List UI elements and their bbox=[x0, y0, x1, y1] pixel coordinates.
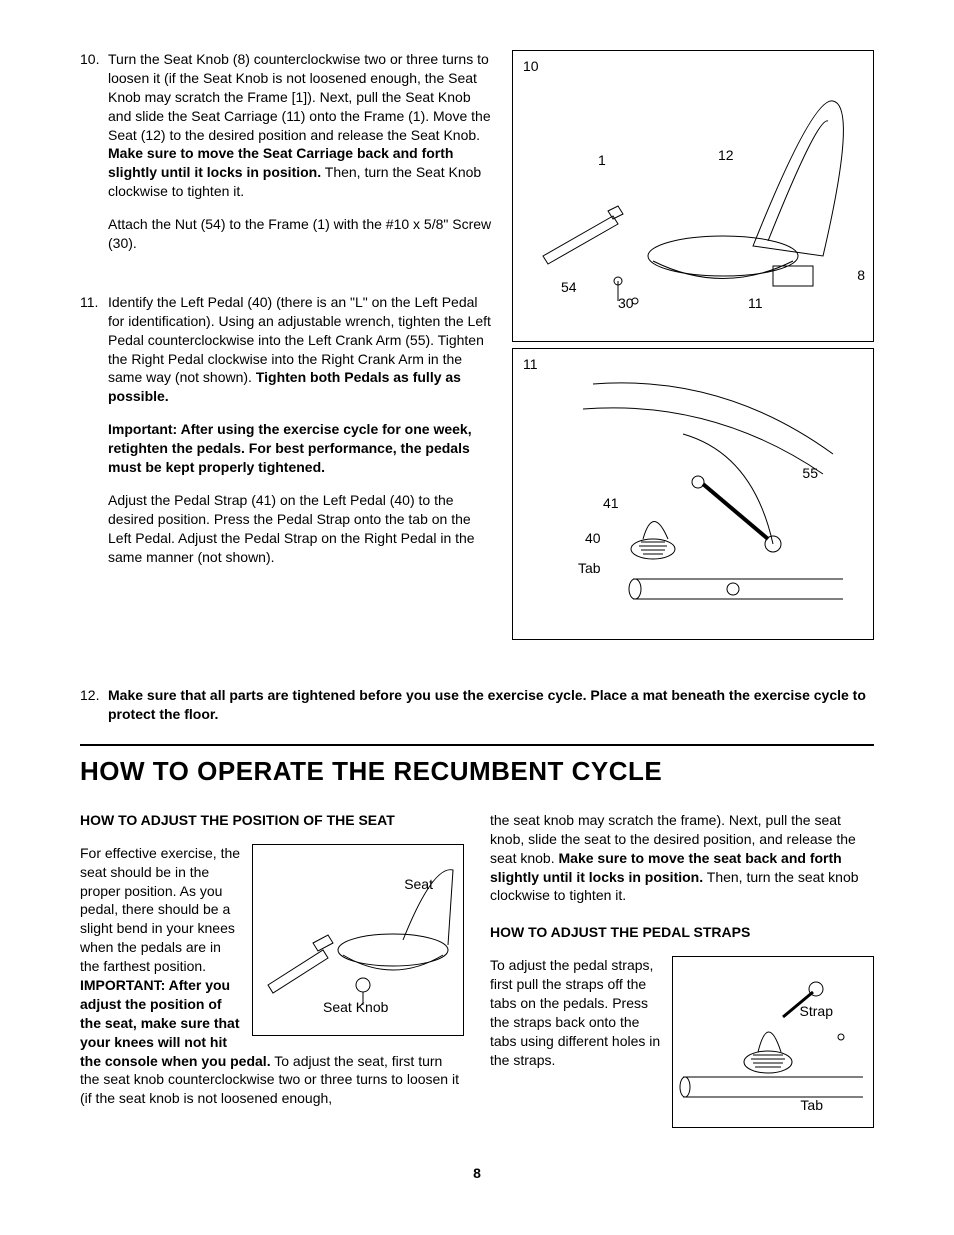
callout-55: 55 bbox=[802, 464, 818, 483]
step-number: 10. bbox=[80, 50, 108, 253]
callout-11: 11 bbox=[748, 294, 763, 313]
paragraph: Identify the Left Pedal (40) (there is a… bbox=[108, 293, 492, 406]
step-11: 11. Identify the Left Pedal (40) (there … bbox=[80, 293, 492, 567]
callout-tab: Tab bbox=[578, 559, 601, 578]
paragraph: Turn the Seat Knob (8) counterclockwise … bbox=[108, 50, 492, 201]
label-seat: Seat bbox=[404, 875, 433, 894]
page-number: 8 bbox=[80, 1164, 874, 1183]
callout-8: 8 bbox=[857, 266, 865, 285]
figure-11: 11 bbox=[512, 348, 874, 640]
step-number: 12. bbox=[80, 686, 108, 724]
label-strap: Strap bbox=[800, 1002, 833, 1021]
figure-number: 11 bbox=[523, 355, 538, 374]
figure-11-drawing bbox=[523, 359, 863, 629]
paragraph: Adjust the Pedal Strap (41) on the Left … bbox=[108, 491, 492, 567]
callout-30: 30 bbox=[618, 294, 634, 313]
callout-40: 40 bbox=[585, 529, 601, 548]
callout-12: 12 bbox=[718, 146, 734, 165]
step-number: 11. bbox=[80, 293, 108, 567]
step-12: 12. Make sure that all parts are tighten… bbox=[80, 686, 874, 724]
figure-number: 10 bbox=[523, 57, 539, 76]
paragraph: Make sure that all parts are tightened b… bbox=[108, 686, 874, 724]
paragraph: the seat knob may scratch the frame). Ne… bbox=[490, 811, 874, 905]
subheading-straps: HOW TO ADJUST THE PEDAL STRAPS bbox=[490, 923, 874, 942]
figure-seat: Seat Seat Knob bbox=[252, 844, 464, 1036]
figure-strap: Strap Tab bbox=[672, 956, 874, 1128]
callout-54: 54 bbox=[561, 278, 577, 297]
paragraph: Attach the Nut (54) to the Frame (1) wit… bbox=[108, 215, 492, 253]
figure-10: 10 1 bbox=[512, 50, 874, 342]
section-heading: HOW TO OPERATE THE RECUMBENT CYCLE bbox=[80, 744, 874, 789]
subheading-seat: HOW TO ADJUST THE POSITION OF THE SEAT bbox=[80, 811, 464, 830]
paragraph: Important: After using the exercise cycl… bbox=[108, 420, 492, 477]
label-seat-knob: Seat Knob bbox=[323, 998, 388, 1017]
label-tab: Tab bbox=[800, 1096, 823, 1115]
figure-strap-drawing bbox=[673, 957, 873, 1127]
callout-1: 1 bbox=[598, 151, 606, 170]
step-10: 10. Turn the Seat Knob (8) counterclockw… bbox=[80, 50, 492, 253]
callout-41: 41 bbox=[603, 494, 619, 513]
